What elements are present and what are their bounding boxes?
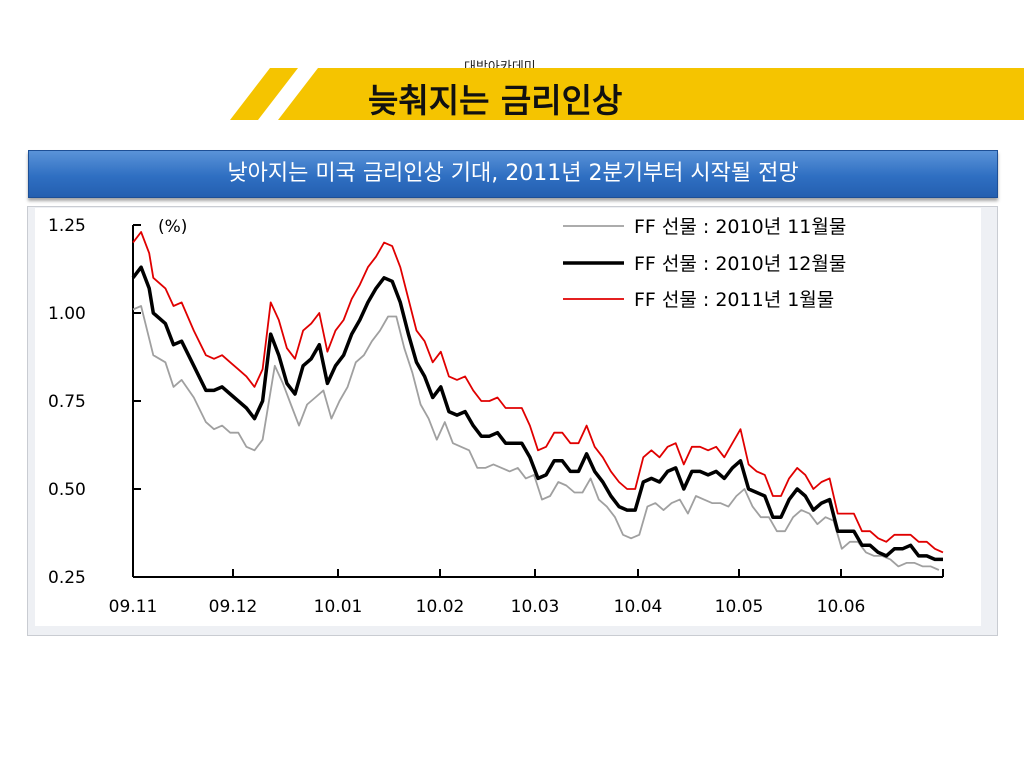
subtitle-text: 낮아지는 미국 금리인상 기대, 2011년 2분기부터 시작될 전망 [227,161,799,186]
y-tick-label: 1.00 [48,304,86,324]
legend-label: FF 선물 : 2011년 1월물 [634,289,834,311]
chart-area [35,208,981,626]
x-tick-label: 10.03 [511,597,560,617]
x-tick-label: 10.04 [614,597,663,617]
y-tick-label: 0.25 [48,568,86,588]
x-tick-label: 10.06 [817,597,866,617]
legend-label: FF 선물 : 2010년 11월물 [634,216,846,238]
x-tick-label: 10.05 [715,597,764,617]
series-line [132,231,944,554]
subtitle-bar: 낮아지는 미국 금리인상 기대, 2011년 2분기부터 시작될 전망 [28,150,998,198]
y-tick-label: 1.25 [48,216,86,236]
y-tick-label: 0.50 [48,480,86,500]
legend-label: FF 선물 : 2010년 12월물 [634,253,846,275]
series-line [132,305,940,571]
y-tick-label: 0.75 [48,392,86,412]
title-banner [230,68,1024,120]
x-tick-label: 10.01 [314,597,363,617]
y-axis-unit: (%) [158,217,187,237]
x-tick-label: 09.12 [209,597,258,617]
x-tick-label: 10.02 [416,597,465,617]
page-title: 늦춰지는 금리인상 [368,81,623,120]
x-tick-label: 09.11 [109,597,158,617]
series-line [131,265,943,562]
